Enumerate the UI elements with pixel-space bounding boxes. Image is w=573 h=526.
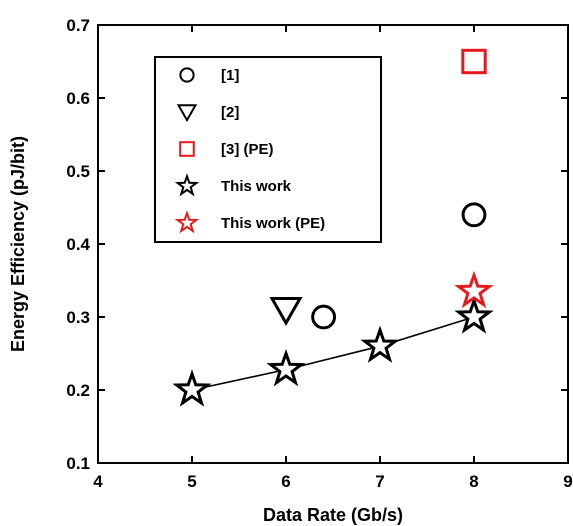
legend: [1] [2] [3] (PE) This work This work (PE)	[154, 56, 382, 243]
y-tick-label: 0.5	[66, 162, 90, 181]
data-point-star	[454, 270, 494, 309]
x-tick-label: 5	[187, 472, 196, 491]
data-point-star	[266, 348, 306, 387]
legend-label: [2]	[221, 104, 239, 121]
legend-label: This work (PE)	[221, 215, 325, 232]
y-tick-label: 0.6	[66, 89, 90, 108]
y-tick-label: 0.3	[66, 308, 90, 327]
legend-label: [3] (PE)	[221, 141, 274, 158]
axis-ticks: 4 5 6 7 8 9 0.1 0.2 0.3 0.4 0.5 0.6 0.7	[66, 16, 572, 491]
data-point-circle	[461, 202, 487, 228]
x-tick-label: 4	[93, 472, 103, 491]
data-point-triangle-down	[269, 297, 303, 327]
y-tick-label: 0.7	[66, 16, 90, 35]
legend-marker-circle	[179, 67, 195, 83]
series-3-pe	[461, 48, 487, 75]
legend-label: [1]	[221, 67, 239, 84]
data-point-star	[360, 325, 400, 363]
y-axis-title: Energy Efficiency (pJ/bit)	[8, 136, 28, 352]
series-this-work	[172, 296, 494, 407]
legend-marker-square	[179, 141, 195, 157]
legend-label: This work	[221, 178, 292, 195]
data-point-star	[172, 369, 212, 407]
y-tick-label: 0.4	[66, 235, 90, 254]
y-tick-label: 0.1	[66, 454, 90, 473]
series-line	[191, 316, 475, 391]
x-tick-label: 8	[469, 472, 478, 491]
data-point-star	[454, 296, 494, 334]
legend-marker-star	[174, 173, 200, 197]
data-marks	[172, 48, 494, 407]
x-tick-label: 6	[281, 472, 290, 491]
series-1	[311, 202, 487, 330]
legend-marker-triangle-down	[176, 104, 198, 123]
x-tick-label: 7	[375, 472, 384, 491]
data-point-square	[461, 48, 487, 75]
y-tick-label: 0.2	[66, 381, 90, 400]
data-point-circle	[311, 304, 337, 330]
legend-marker-star	[174, 210, 200, 234]
x-tick-label: 9	[563, 472, 572, 491]
series-this-work-pe	[454, 270, 494, 309]
series-2	[269, 297, 303, 327]
x-axis-title: Data Rate (Gb/s)	[263, 505, 403, 525]
